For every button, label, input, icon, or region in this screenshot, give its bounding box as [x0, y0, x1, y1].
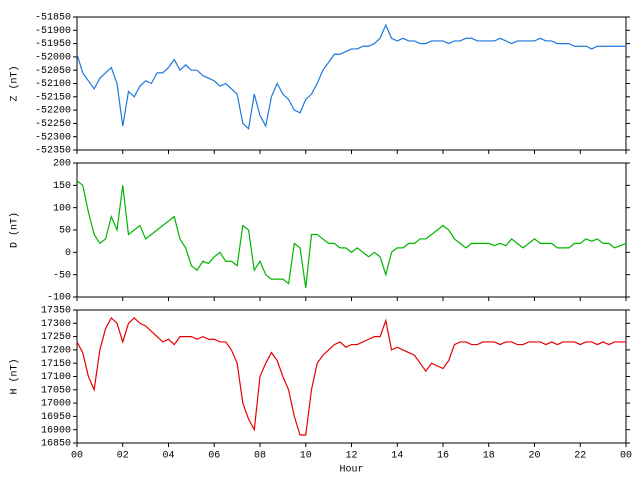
x-tick-label: 22 [574, 451, 586, 462]
y-tick-label: 50 [59, 226, 71, 237]
y-tick-label: -51950 [35, 39, 71, 50]
x-tick-label: 14 [391, 451, 403, 462]
y-axis-label: D (nT) [9, 212, 21, 248]
plot-frame [76, 309, 627, 444]
y-tick-label: 200 [53, 159, 71, 170]
y-tick-label: 17150 [41, 359, 71, 370]
plot-frame [76, 162, 627, 298]
y-tick-label: 17050 [41, 385, 71, 396]
x-tick-label: 04 [162, 451, 174, 462]
y-tick-label: -51900 [35, 26, 71, 37]
y-tick-label: 16950 [41, 412, 71, 423]
x-tick-label: 10 [300, 451, 312, 462]
y-tick-label: -51850 [35, 13, 71, 24]
y-tick-label: 17350 [41, 306, 71, 317]
y-tick-label: 17250 [41, 332, 71, 343]
data-line [76, 317, 626, 436]
y-tick-label: 17000 [41, 399, 71, 410]
y-tick-label: -100 [47, 293, 71, 304]
x-axis-label: Hour [339, 465, 363, 476]
x-tick-label: 18 [483, 451, 495, 462]
y-tick-label: 16900 [41, 425, 71, 436]
y-tick-label: -52200 [35, 106, 71, 117]
x-tick-label: 20 [528, 451, 540, 462]
data-line [76, 180, 627, 289]
y-axis-label: Z (nT) [9, 65, 21, 101]
x-tick-label: 00 [620, 451, 632, 462]
y-tick-label: -52350 [35, 146, 71, 157]
y-axis-label: H (nT) [9, 358, 21, 394]
y-tick-label: -52250 [35, 119, 71, 130]
y-tick-label: 16850 [41, 439, 71, 450]
y-tick-label: 17300 [41, 319, 71, 330]
data-line [76, 23, 626, 130]
y-tick-label: -52000 [35, 53, 71, 64]
x-tick-label: 00 [71, 451, 83, 462]
y-tick-label: -52050 [35, 66, 71, 77]
y-tick-label: -52100 [35, 79, 71, 90]
x-tick-label: 08 [254, 451, 266, 462]
x-tick-label: 02 [117, 451, 129, 462]
y-tick-label: 17100 [41, 372, 71, 383]
x-tick-label: 16 [437, 451, 449, 462]
plot-frame [76, 16, 627, 151]
y-tick-label: 150 [53, 181, 71, 192]
x-tick-label: 06 [208, 451, 220, 462]
y-tick-label: -50 [53, 270, 71, 281]
y-tick-label: -52300 [35, 132, 71, 143]
x-tick-label: 12 [345, 451, 357, 462]
y-tick-label: 0 [65, 248, 71, 259]
y-tick-label: -52150 [35, 92, 71, 103]
y-tick-label: 100 [53, 203, 71, 214]
y-tick-label: 17200 [41, 346, 71, 357]
